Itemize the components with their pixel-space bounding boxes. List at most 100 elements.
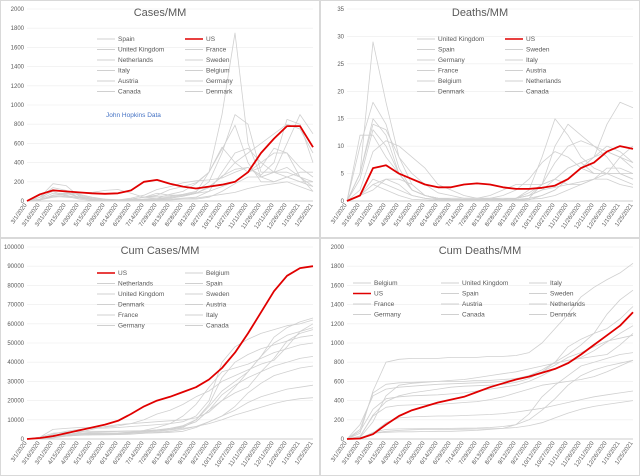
series-line-us [346,311,634,440]
series-line-belgium [26,32,313,202]
legend-label: Italy [206,312,219,319]
cases-chart: 0 200 400 600 800 1000 1200 1400 1600 1800 2000 3/1… [0,0,320,238]
series-line-canada [26,181,314,202]
legend-label: France [206,47,227,54]
cum-deaths-chart: 0 200 400 600 800 1000 1200 1400 1600 1800 2000 3/1… [320,238,640,476]
y-tick-label: 0 [341,199,345,205]
series-line-italy [346,306,634,440]
legend-label: US [374,291,384,298]
legend-label: Netherlands [550,301,586,308]
y-tick-label: 400 [14,161,25,167]
series-line-austria [26,114,314,202]
legend-label: France [118,312,139,319]
legend-label: Sweden [550,291,574,298]
y-tick-label: 2000 [11,7,25,13]
legend-label: Spain [206,281,223,288]
y-tick-label: 70000 [7,303,24,309]
legend-label: Spain [438,47,455,54]
legend-label: Sweden [206,57,230,64]
y-tick-label: 1600 [331,283,345,289]
y-tick-label: 35 [337,7,344,13]
chart-title: Deaths/MM [452,7,508,19]
legend-label: Belgium [438,78,461,85]
series-line-canada [346,178,634,202]
y-tick-label: 600 [14,141,25,147]
legend-label: Denmark [438,89,465,96]
series-line-france [346,325,634,440]
y-tick-label: 1200 [331,322,345,328]
y-tick-label: 40000 [7,360,24,366]
series-line-belgium [346,41,634,202]
y-tick-label: 25 [337,62,344,68]
series-line-netherlands [346,359,634,440]
series-line-belgium [346,262,634,440]
legend-label: Belgium [374,280,397,287]
series-line-us [346,145,634,202]
y-tick-label: 600 [334,379,345,385]
y-tick-label: 1400 [11,65,25,71]
y-tick-label: 10 [337,144,344,150]
legend-label: Netherlands [526,78,562,85]
legend-label: Canada [526,89,549,96]
legend-label: Denmark [118,302,145,309]
deaths-chart-svg: 051015202530353/1/20203/16/20203/31/2020… [330,7,635,231]
y-tick-label: 20000 [7,399,24,405]
deaths-chart: 0 5 10 15 20 25 30 35 3/1/2020 3/16/2020 3/31/2020… [320,0,640,238]
legend-label: US [118,270,128,277]
y-tick-label: 50000 [7,341,24,347]
legend-label: Canada [118,89,141,96]
legend-label: Sweden [206,291,230,298]
y-tick-label: 30000 [7,379,24,385]
series-line-us [26,125,314,202]
series-line-denmark [346,173,634,202]
legend-label: Germany [438,57,465,64]
y-tick-label: 2000 [331,245,345,251]
cum-cases-chart-svg: 0 10000 20000 30000 40000 50000 60000 70000 8000… [4,245,315,469]
legend-label: Germany [374,312,401,319]
y-tick-label: 800 [334,360,345,366]
series-line-germany [26,384,314,440]
legend-label: Austria [118,78,139,85]
chart-title: Cases/MM [134,7,187,19]
y-tick-label: 1800 [331,264,345,270]
series-line-denmark [26,152,314,202]
legend-label: US [206,36,216,43]
legend-label: Denmark [550,312,577,319]
series-line-netherlands [346,129,634,202]
y-tick-label: 80000 [7,283,24,289]
chart-title: Cum Deaths/MM [439,245,522,257]
legend-label: Spain [118,36,135,43]
series-line-denmark [346,400,634,440]
y-tick-label: 1000 [11,103,25,109]
legend-label: Spain [462,291,479,298]
legend-label: Italy [118,68,131,75]
y-tick-label: 5 [341,172,345,178]
legend-label: US [526,36,536,43]
series-line-spain [26,114,314,202]
y-tick-label: 200 [334,418,345,424]
legend-label: United Kingdom [118,291,164,298]
y-tick-label: 400 [334,399,345,405]
series-line-france [26,342,314,440]
y-tick-label: 30 [337,34,344,40]
legend-label: Italy [526,57,539,64]
y-tick-label: 90000 [7,264,24,270]
y-tick-label: 20 [337,89,344,95]
legend-label: Netherlands [118,281,154,288]
legend-label: Austria [206,302,227,309]
y-tick-label: 800 [14,122,25,128]
legend-label: Canada [206,323,229,330]
legend-label: United Kingdom [438,36,484,43]
legend-label: France [374,301,395,308]
series-line-france [346,118,633,202]
legend-label: Denmark [206,89,233,96]
y-tick-label: 15 [337,117,344,123]
annotation: John Hopkins Data [106,112,161,119]
series-line-germany [346,359,634,440]
cases-chart-svg: 02004006008001000120014001600180020003/1… [10,7,315,231]
series-line-spain [26,323,314,440]
series-line-austria [346,352,634,440]
series-line-canada [26,397,314,440]
y-tick-label: 0 [21,437,25,443]
legend-label: Belgium [206,270,229,277]
